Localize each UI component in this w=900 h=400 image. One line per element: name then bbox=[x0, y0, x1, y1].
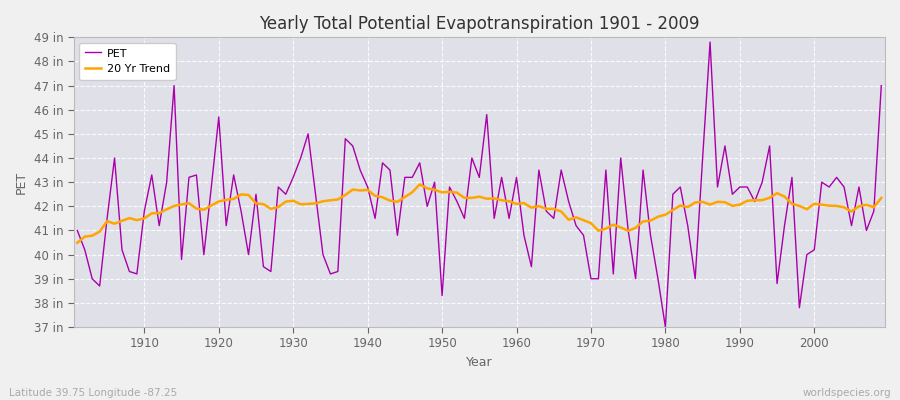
PET bbox=[504, 216, 515, 221]
20 Yr Trend bbox=[295, 202, 306, 207]
PET bbox=[72, 228, 83, 233]
Line: 20 Yr Trend: 20 Yr Trend bbox=[77, 184, 881, 243]
20 Yr Trend bbox=[340, 192, 351, 197]
PET bbox=[660, 325, 670, 330]
20 Yr Trend bbox=[414, 182, 425, 187]
PET bbox=[876, 83, 886, 88]
Text: Latitude 39.75 Longitude -87.25: Latitude 39.75 Longitude -87.25 bbox=[9, 388, 177, 398]
Y-axis label: PET: PET bbox=[15, 171, 28, 194]
20 Yr Trend bbox=[131, 218, 142, 222]
X-axis label: Year: Year bbox=[466, 356, 492, 369]
PET bbox=[705, 40, 716, 44]
20 Yr Trend bbox=[72, 240, 83, 245]
PET bbox=[511, 175, 522, 180]
PET bbox=[340, 136, 351, 141]
Title: Yearly Total Potential Evapotranspiration 1901 - 2009: Yearly Total Potential Evapotranspiratio… bbox=[259, 15, 699, 33]
20 Yr Trend bbox=[608, 222, 618, 227]
20 Yr Trend bbox=[511, 202, 522, 206]
PET bbox=[295, 156, 306, 160]
Text: worldspecies.org: worldspecies.org bbox=[803, 388, 891, 398]
PET bbox=[600, 168, 611, 172]
20 Yr Trend bbox=[518, 201, 529, 206]
PET bbox=[131, 272, 142, 276]
20 Yr Trend bbox=[876, 196, 886, 200]
Line: PET: PET bbox=[77, 42, 881, 327]
Legend: PET, 20 Yr Trend: PET, 20 Yr Trend bbox=[79, 43, 176, 80]
